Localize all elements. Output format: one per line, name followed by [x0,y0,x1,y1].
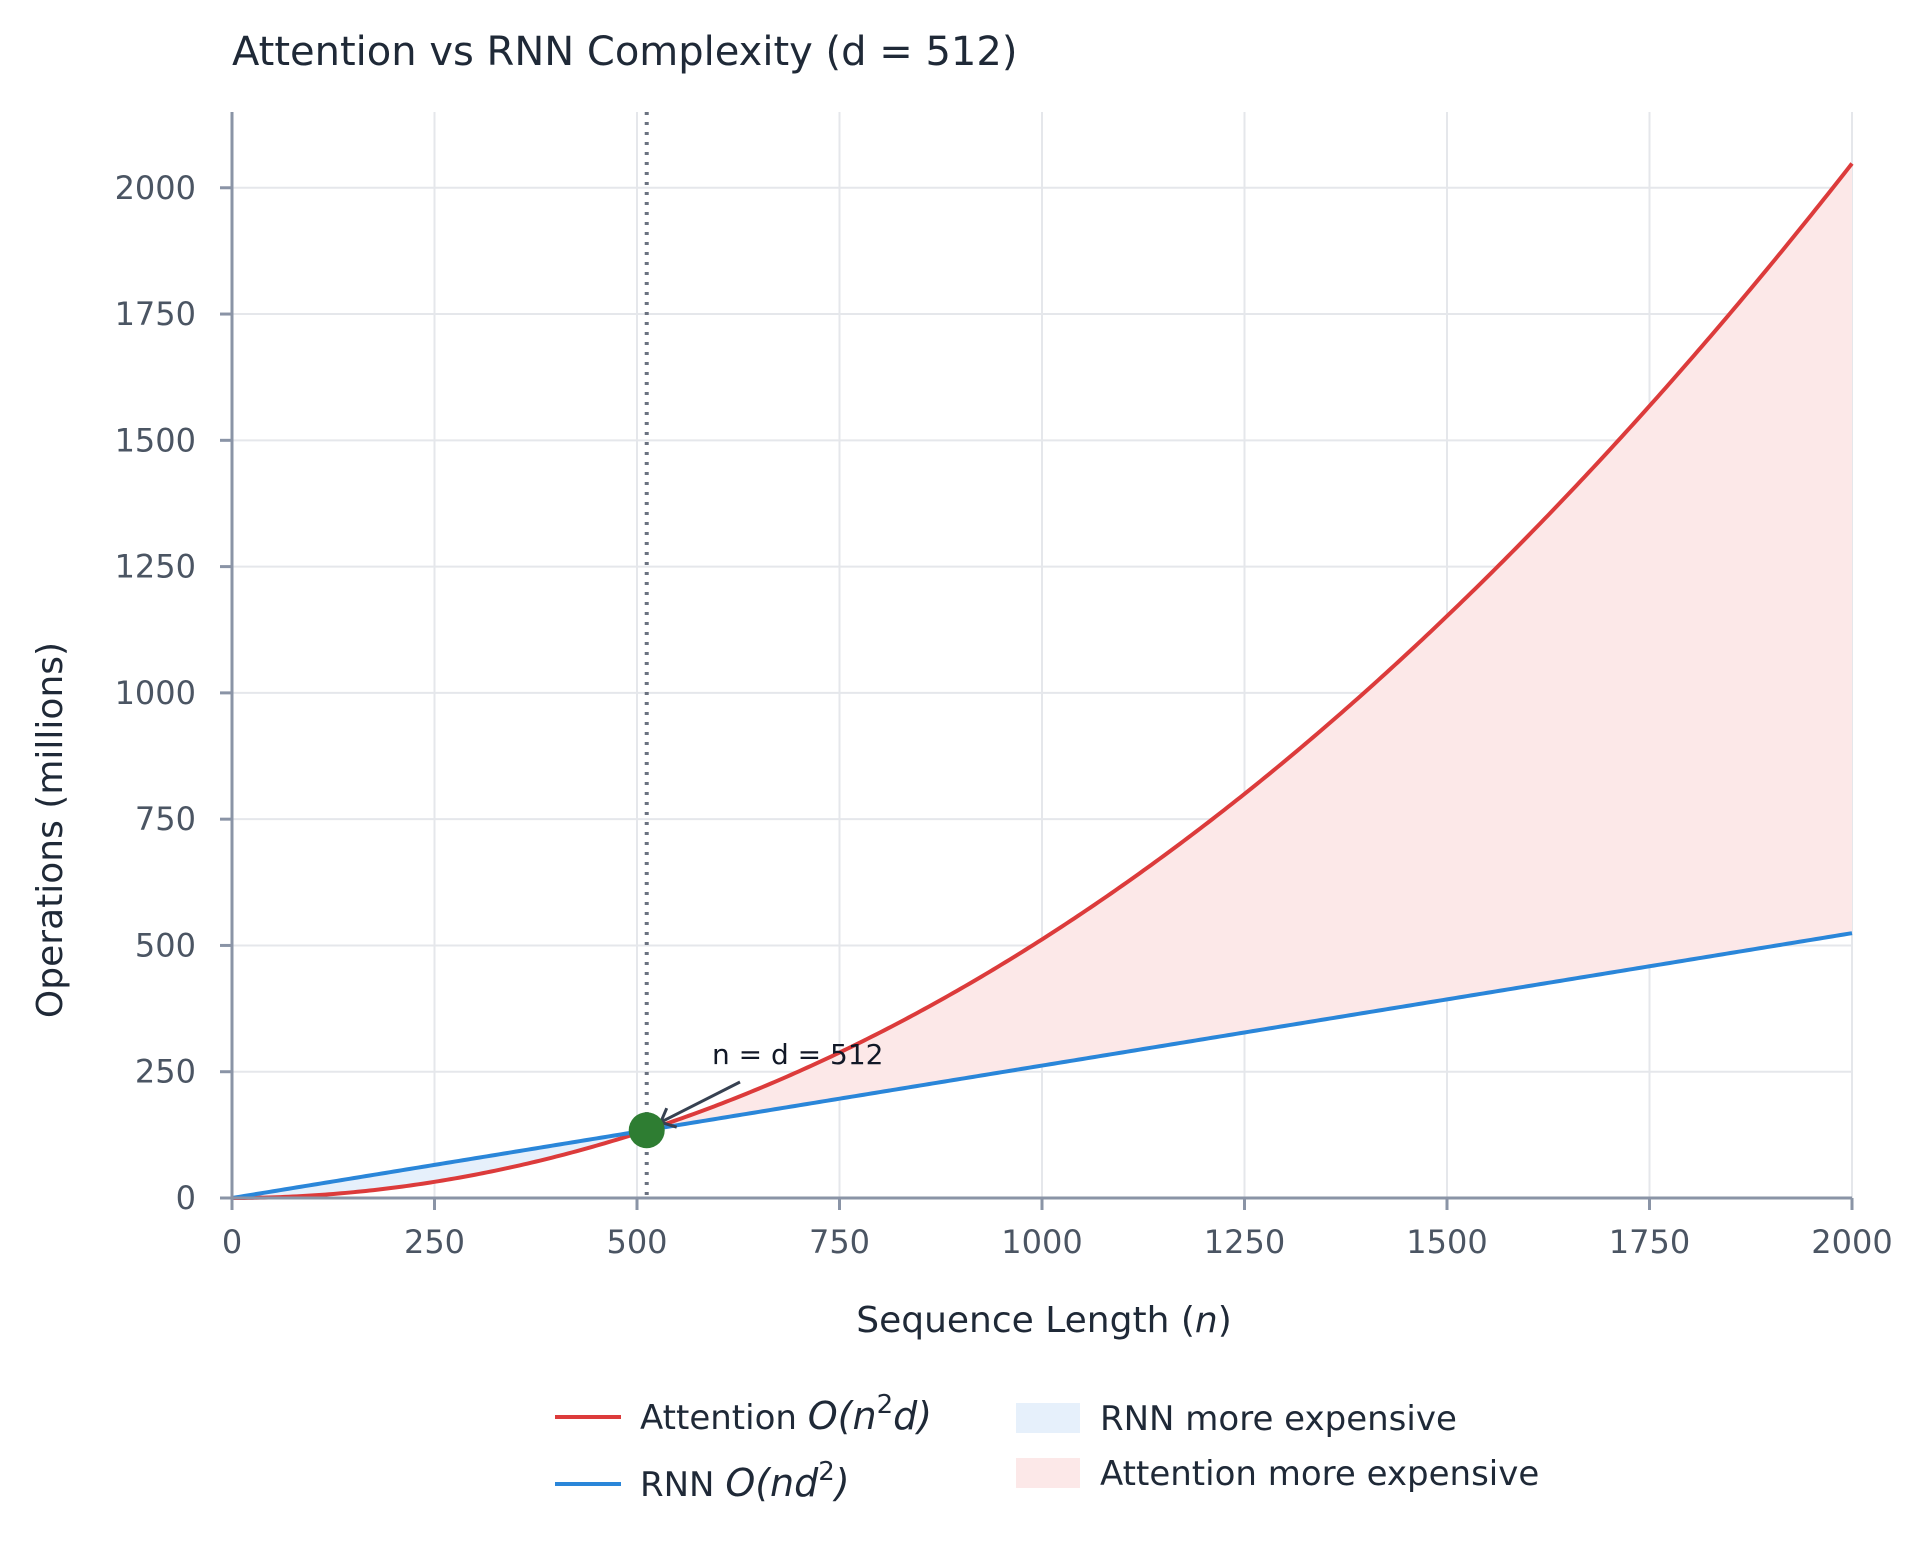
crossover-annotation: n = d = 512 [628,1038,884,1149]
annotation-arrow [660,1080,741,1124]
series-lines [231,162,1854,1200]
x-tick-label: 1250 [1204,1223,1285,1261]
x-tick-label: 2000 [1811,1223,1892,1261]
legend-label-attention-region: Attention more expensive [1100,1454,1539,1494]
crossover-point [628,1112,665,1149]
x-tick-label: 1500 [1406,1223,1487,1261]
chart-title: Attention vs RNN Complexity (d = 512) [232,29,1017,75]
x-tick-label: 250 [404,1223,465,1261]
tick-labels: 0 250 500 750 1000 1250 1500 1750 2000 0 250 500 750… [115,169,1893,1261]
x-tick-label: 1000 [1001,1223,1082,1261]
y-tick-label: 1000 [115,674,196,712]
y-tick-label: 1750 [115,295,196,333]
x-tick-label: 500 [606,1223,667,1261]
y-tick-label: 250 [135,1053,196,1091]
legend-label-rnn: RNN O(nd2) [640,1457,850,1505]
rnn-line [231,931,1853,1200]
attention-line [231,162,1854,1200]
y-tick-label: 2000 [115,169,196,207]
y-tick-label: 0 [176,1179,196,1217]
region-attention-more-expensive [646,163,1852,1131]
y-tick-label: 750 [135,800,196,838]
legend-swatch-attention-region [1016,1458,1080,1488]
y-tick-label: 1500 [115,421,196,459]
x-tick-label: 0 [222,1223,242,1261]
x-axis-variable: n [1195,1300,1218,1341]
legend-label-rnn-region: RNN more expensive [1100,1399,1457,1439]
axes [220,112,1854,1210]
x-axis-label: Sequence Length (n) [856,1300,1232,1341]
legend: Attention O(n2d) RNN O(nd2) RNN more expen… [555,1390,1539,1505]
y-tick-label: 1250 [115,548,196,586]
y-axis-label: Operations (millions) [30,642,71,1018]
x-tick-label: 750 [809,1223,870,1261]
legend-label-attention: Attention O(n2d) [640,1390,932,1438]
y-tick-label: 500 [135,926,196,964]
x-tick-label: 1750 [1609,1223,1690,1261]
legend-swatch-rnn-region [1016,1403,1080,1433]
annotation-label: n = d = 512 [712,1038,884,1071]
